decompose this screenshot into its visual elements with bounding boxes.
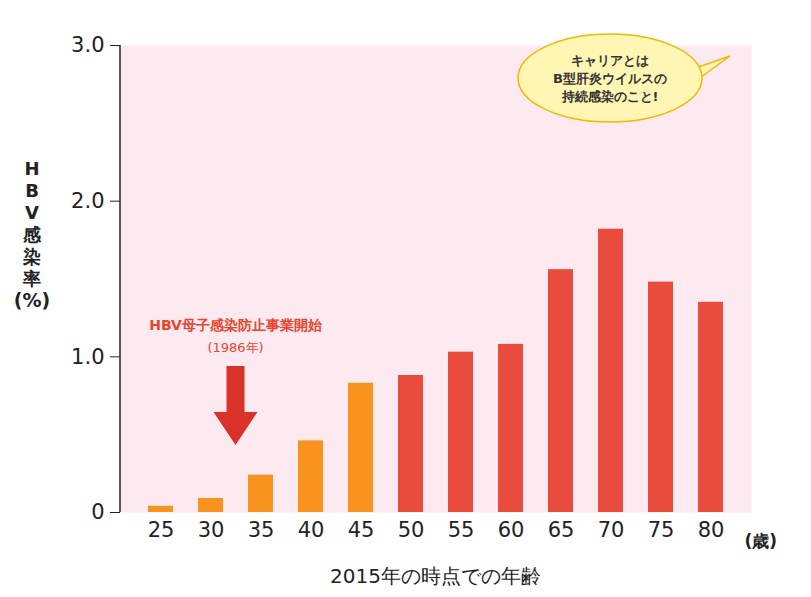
svg-text:持続感染のこと!: 持続感染のこと!	[561, 89, 659, 104]
svg-text:B: B	[25, 180, 39, 201]
svg-text:40: 40	[298, 518, 325, 542]
svg-text:B型肝炎ウイルスの: B型肝炎ウイルスの	[553, 71, 667, 86]
svg-text:感: 感	[22, 224, 42, 245]
svg-text:0: 0	[91, 500, 104, 524]
svg-text:3.0: 3.0	[71, 33, 104, 57]
svg-text:染: 染	[22, 246, 41, 267]
svg-text:率: 率	[22, 268, 41, 289]
svg-text:H: H	[24, 158, 39, 179]
svg-text:35: 35	[248, 518, 275, 542]
svg-text:60: 60	[498, 518, 525, 542]
svg-text:75: 75	[648, 518, 675, 542]
svg-text:80: 80	[698, 518, 725, 542]
svg-text:V: V	[25, 202, 39, 223]
svg-text:2015年の時点での年齢: 2015年の時点での年齢	[330, 564, 541, 588]
svg-text:HBV母子感染防止事業開始: HBV母子感染防止事業開始	[149, 317, 323, 333]
svg-text:50: 50	[398, 518, 425, 542]
svg-text:45: 45	[348, 518, 375, 542]
svg-text:1.0: 1.0	[71, 345, 104, 369]
svg-text:(1986年): (1986年)	[207, 340, 263, 355]
svg-text:30: 30	[198, 518, 225, 542]
svg-text:(歳): (歳)	[745, 531, 778, 551]
svg-text:70: 70	[598, 518, 625, 542]
svg-text:25: 25	[148, 518, 175, 542]
svg-text:キャリアとは: キャリアとは	[571, 53, 649, 68]
svg-text:65: 65	[548, 518, 575, 542]
svg-text:2.0: 2.0	[71, 189, 104, 213]
svg-text:55: 55	[448, 518, 475, 542]
svg-text:(%): (%)	[14, 289, 50, 311]
